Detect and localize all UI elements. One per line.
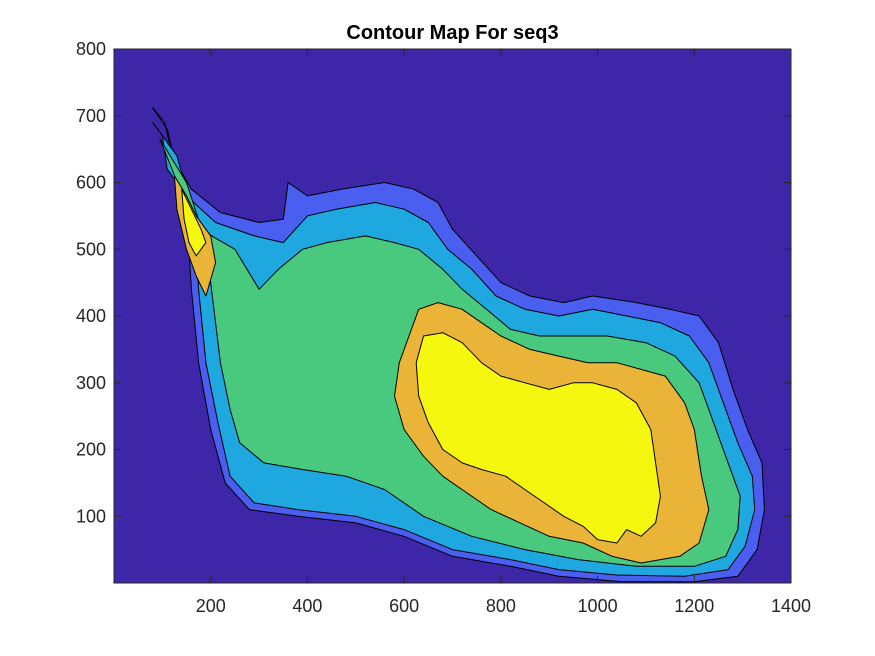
x-tick-label-5: 1200 — [674, 596, 714, 616]
x-tick-label-2: 600 — [389, 596, 419, 616]
x-tick-label-0: 200 — [196, 596, 226, 616]
x-tick-label-1: 400 — [292, 596, 322, 616]
y-tick-label-3: 400 — [76, 306, 106, 326]
x-tick-label-3: 800 — [486, 596, 516, 616]
plot-area — [114, 49, 791, 583]
axes: 200 400 600 800 1000 1200 1400 100 200 300 400 500 6… — [76, 39, 811, 616]
y-tick-label-7: 800 — [76, 39, 106, 59]
y-tick-label-5: 600 — [76, 173, 106, 193]
contour-region-level-5-5 — [181, 188, 207, 257]
contour-region-level-5-6 — [415, 332, 661, 544]
y-tick-label-4: 500 — [76, 239, 106, 259]
y-tick-label-1: 200 — [76, 440, 106, 460]
y-tick-label-0: 100 — [76, 506, 106, 526]
x-tick-label-6: 1400 — [771, 596, 811, 616]
x-tick-label-4: 1000 — [578, 596, 618, 616]
y-tick-label-2: 300 — [76, 373, 106, 393]
chart-title: Contour Map For seq3 — [346, 22, 558, 44]
y-tick-label-6: 700 — [76, 106, 106, 126]
